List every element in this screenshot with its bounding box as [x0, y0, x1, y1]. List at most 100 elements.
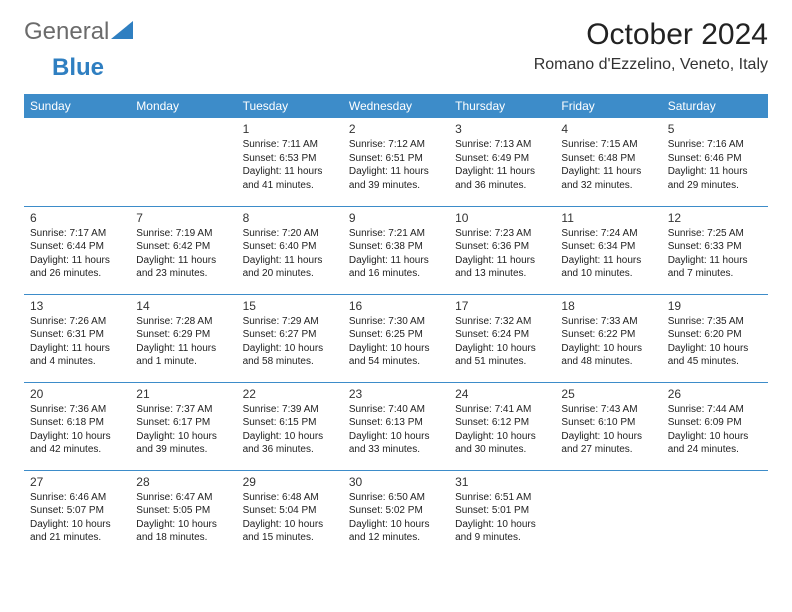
sunrise-text: Sunrise: 6:46 AM: [30, 491, 124, 505]
day-number: 10: [455, 210, 549, 226]
sunset-text: Sunset: 6:31 PM: [30, 328, 124, 342]
sunrise-text: Sunrise: 7:12 AM: [349, 138, 443, 152]
calendar-day-cell: 14Sunrise: 7:28 AMSunset: 6:29 PMDayligh…: [130, 294, 236, 382]
sunset-text: Sunset: 5:05 PM: [136, 504, 230, 518]
sunrise-text: Sunrise: 7:36 AM: [30, 403, 124, 417]
calendar-week-row: 6Sunrise: 7:17 AMSunset: 6:44 PM Daylight…: [24, 206, 768, 294]
sunset-text: Sunset: 6:46 PM: [668, 152, 762, 166]
day-number: 24: [455, 386, 549, 402]
day-header-row: Sunday Monday Tuesday Wednesday Thursday…: [24, 94, 768, 118]
day-number: 9: [349, 210, 443, 226]
sunrise-text: Sunrise: 7:41 AM: [455, 403, 549, 417]
daylight-text: Daylight: 10 hours and 54 minutes.: [349, 342, 443, 369]
title-block: October 2024 Romano d'Ezzelino, Veneto, …: [534, 18, 768, 74]
sunrise-text: Sunrise: 7:25 AM: [668, 227, 762, 241]
day-header: Friday: [555, 94, 661, 118]
sunrise-text: Sunrise: 7:30 AM: [349, 315, 443, 329]
calendar-week-row: 27Sunrise: 6:46 AMSunset: 5:07 PMDayligh…: [24, 470, 768, 558]
sunrise-text: Sunrise: 7:24 AM: [561, 227, 655, 241]
sunrise-text: Sunrise: 7:32 AM: [455, 315, 549, 329]
calendar-day-cell: 20Sunrise: 7:36 AMSunset: 6:18 PMDayligh…: [24, 382, 130, 470]
day-number: 2: [349, 121, 443, 137]
sunrise-text: Sunrise: 7:19 AM: [136, 227, 230, 241]
sunrise-text: Sunrise: 7:39 AM: [243, 403, 337, 417]
calendar-day-cell: [130, 118, 236, 206]
daylight-text: Daylight: 10 hours and 42 minutes.: [30, 430, 124, 457]
daylight-text: Daylight: 11 hours and 7 minutes.: [668, 254, 762, 281]
sunrise-text: Sunrise: 7:33 AM: [561, 315, 655, 329]
sunrise-text: Sunrise: 7:13 AM: [455, 138, 549, 152]
day-number: 5: [668, 121, 762, 137]
sunrise-text: Sunrise: 6:51 AM: [455, 491, 549, 505]
sunrise-text: Sunrise: 6:48 AM: [243, 491, 337, 505]
sunrise-text: Sunrise: 7:37 AM: [136, 403, 230, 417]
day-number: 11: [561, 210, 655, 226]
day-number: 31: [455, 474, 549, 490]
sunrise-text: Sunrise: 7:17 AM: [30, 227, 124, 241]
daylight-text: Daylight: 10 hours and 48 minutes.: [561, 342, 655, 369]
daylight-text: Daylight: 11 hours and 13 minutes.: [455, 254, 549, 281]
sunset-text: Sunset: 5:02 PM: [349, 504, 443, 518]
daylight-text: Daylight: 11 hours and 4 minutes.: [30, 342, 124, 369]
sunrise-text: Sunrise: 7:43 AM: [561, 403, 655, 417]
day-header: Saturday: [662, 94, 768, 118]
day-number: 7: [136, 210, 230, 226]
sunset-text: Sunset: 6:12 PM: [455, 416, 549, 430]
sunset-text: Sunset: 6:18 PM: [30, 416, 124, 430]
day-number: 20: [30, 386, 124, 402]
daylight-text: Daylight: 11 hours and 29 minutes.: [668, 165, 762, 192]
sunrise-text: Sunrise: 7:35 AM: [668, 315, 762, 329]
day-header: Sunday: [24, 94, 130, 118]
logo-triangle-icon: [111, 18, 133, 46]
day-number: 27: [30, 474, 124, 490]
sunset-text: Sunset: 5:07 PM: [30, 504, 124, 518]
calendar-day-cell: 2Sunrise: 7:12 AMSunset: 6:51 PMDaylight…: [343, 118, 449, 206]
calendar-day-cell: 6Sunrise: 7:17 AMSunset: 6:44 PMDaylight…: [24, 206, 130, 294]
sunset-text: Sunset: 6:13 PM: [349, 416, 443, 430]
calendar-day-cell: 30Sunrise: 6:50 AMSunset: 5:02 PMDayligh…: [343, 470, 449, 558]
sunset-text: Sunset: 6:42 PM: [136, 240, 230, 254]
sunset-text: Sunset: 6:36 PM: [455, 240, 549, 254]
sunset-text: Sunset: 6:27 PM: [243, 328, 337, 342]
sunrise-text: Sunrise: 7:26 AM: [30, 315, 124, 329]
day-number: 13: [30, 298, 124, 314]
calendar-day-cell: 24Sunrise: 7:41 AMSunset: 6:12 PMDayligh…: [449, 382, 555, 470]
calendar-day-cell: [555, 470, 661, 558]
sunrise-text: Sunrise: 7:40 AM: [349, 403, 443, 417]
sunset-text: Sunset: 6:40 PM: [243, 240, 337, 254]
sunset-text: Sunset: 6:44 PM: [30, 240, 124, 254]
daylight-text: Daylight: 10 hours and 21 minutes.: [30, 518, 124, 545]
sunrise-text: Sunrise: 7:29 AM: [243, 315, 337, 329]
day-number: 4: [561, 121, 655, 137]
calendar-day-cell: 28Sunrise: 6:47 AMSunset: 5:05 PMDayligh…: [130, 470, 236, 558]
sunrise-text: Sunrise: 7:44 AM: [668, 403, 762, 417]
calendar-day-cell: 3Sunrise: 7:13 AMSunset: 6:49 PMDaylight…: [449, 118, 555, 206]
day-number: 25: [561, 386, 655, 402]
day-number: 26: [668, 386, 762, 402]
daylight-text: Daylight: 10 hours and 30 minutes.: [455, 430, 549, 457]
calendar-day-cell: 15Sunrise: 7:29 AMSunset: 6:27 PMDayligh…: [237, 294, 343, 382]
day-number: 6: [30, 210, 124, 226]
sunset-text: Sunset: 6:20 PM: [668, 328, 762, 342]
calendar-day-cell: 7Sunrise: 7:19 AMSunset: 6:42 PMDaylight…: [130, 206, 236, 294]
sunset-text: Sunset: 6:10 PM: [561, 416, 655, 430]
day-header: Tuesday: [237, 94, 343, 118]
calendar-day-cell: 8Sunrise: 7:20 AMSunset: 6:40 PMDaylight…: [237, 206, 343, 294]
daylight-text: Daylight: 10 hours and 33 minutes.: [349, 430, 443, 457]
daylight-text: Daylight: 10 hours and 12 minutes.: [349, 518, 443, 545]
calendar-week-row: 20Sunrise: 7:36 AMSunset: 6:18 PMDayligh…: [24, 382, 768, 470]
day-number: 8: [243, 210, 337, 226]
sunrise-text: Sunrise: 7:20 AM: [243, 227, 337, 241]
calendar-table: Sunday Monday Tuesday Wednesday Thursday…: [24, 94, 768, 558]
sunset-text: Sunset: 6:34 PM: [561, 240, 655, 254]
sunset-text: Sunset: 6:17 PM: [136, 416, 230, 430]
day-header: Wednesday: [343, 94, 449, 118]
daylight-text: Daylight: 10 hours and 18 minutes.: [136, 518, 230, 545]
daylight-text: Daylight: 11 hours and 36 minutes.: [455, 165, 549, 192]
calendar-day-cell: 1Sunrise: 7:11 AMSunset: 6:53 PMDaylight…: [237, 118, 343, 206]
day-number: 1: [243, 121, 337, 137]
daylight-text: Daylight: 11 hours and 10 minutes.: [561, 254, 655, 281]
daylight-text: Daylight: 10 hours and 27 minutes.: [561, 430, 655, 457]
sunrise-text: Sunrise: 7:11 AM: [243, 138, 337, 152]
day-number: 28: [136, 474, 230, 490]
